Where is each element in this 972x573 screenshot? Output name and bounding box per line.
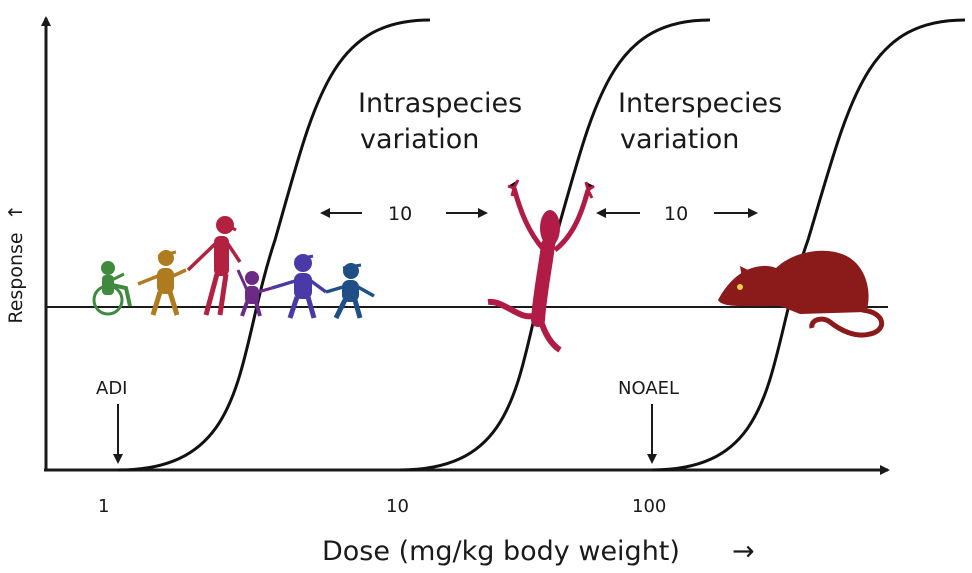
interspecies-title-line2: variation <box>620 124 739 155</box>
y-axis-label: Response <box>5 232 27 323</box>
x-tick-label: 10 <box>386 496 409 517</box>
interspecies-factor: 10 <box>664 203 688 225</box>
interspecies-title-line1: Interspecies <box>618 88 782 119</box>
human-group-icon <box>92 216 375 320</box>
y-axis-arrow-icon: ↑ <box>5 204 27 220</box>
child-icon <box>271 254 328 319</box>
noael-label: NOAEL <box>618 378 679 399</box>
wheelchair-person-icon <box>92 261 132 316</box>
x-axis-label: Dose (mg/kg body weight) <box>322 536 680 567</box>
adult-icon <box>186 216 242 316</box>
y-axis-title-group: Response ↑ <box>5 204 27 324</box>
child-icon <box>137 250 187 316</box>
adi-label: ADI <box>96 378 127 399</box>
rat-icon <box>718 250 884 338</box>
x-tick-label: 1 <box>98 496 109 517</box>
dose-response-curve-3 <box>651 18 966 472</box>
jumping-human-icon <box>487 179 595 353</box>
x-axis-arrow-icon: → <box>732 536 755 567</box>
intraspecies-title-line2: variation <box>360 124 479 155</box>
dose-response-curve-1 <box>117 18 431 472</box>
x-tick-label: 100 <box>632 496 666 517</box>
intraspecies-title-line1: Intraspecies <box>358 88 522 119</box>
intraspecies-factor: 10 <box>388 203 412 225</box>
toddler-icon <box>236 269 273 317</box>
child-icon <box>325 263 375 320</box>
